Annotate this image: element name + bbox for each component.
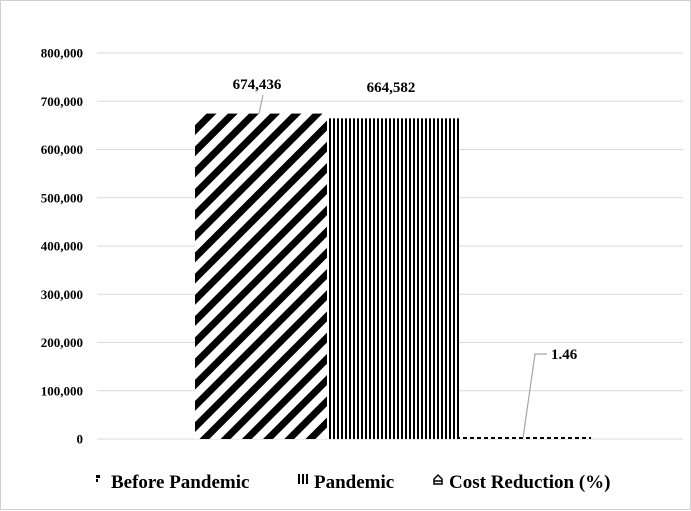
data-labels: 674,436 664,582 1.46 xyxy=(233,77,578,439)
legend-pandemic: Pandemic xyxy=(314,472,394,493)
data-label-before-pandemic: 674,436 xyxy=(233,77,282,93)
y-tick-label: 700,000 xyxy=(41,94,83,109)
y-tick-label: 300,000 xyxy=(41,287,83,302)
leader-line xyxy=(258,94,264,114)
legend-cost-reduction: Cost Reduction (%) xyxy=(449,472,611,493)
bars xyxy=(195,113,591,440)
legend-marker-before-pandemic xyxy=(96,479,98,482)
legend-marker-pandemic xyxy=(298,474,308,484)
y-tick-label: 200,000 xyxy=(41,335,83,350)
legend-marker-cost-reduction xyxy=(433,473,443,485)
y-tick-label: 100,000 xyxy=(41,383,83,398)
y-tick-label: 400,000 xyxy=(41,239,83,254)
y-axis: 0 100,000 200,000 300,000 400,000 500,000 600,… xyxy=(41,46,83,447)
y-tick-label: 0 xyxy=(77,432,84,447)
legend: Before Pandemic Pandemic Cost Reduction (%… xyxy=(96,472,611,493)
y-tick-label: 600,000 xyxy=(41,142,83,157)
data-label-pandemic: 664,582 xyxy=(367,80,416,96)
y-tick-label: 800,000 xyxy=(41,46,83,61)
y-tick-label: 500,000 xyxy=(41,190,83,205)
bar-cost-reduction xyxy=(459,437,591,439)
legend-before-pandemic: Before Pandemic xyxy=(111,472,249,493)
legend-marker-before-pandemic xyxy=(96,475,100,478)
data-label-cost-reduction: 1.46 xyxy=(551,347,578,363)
bar-pandemic xyxy=(327,118,459,440)
leader-line xyxy=(522,353,547,439)
bar-before-pandemic xyxy=(195,113,327,440)
